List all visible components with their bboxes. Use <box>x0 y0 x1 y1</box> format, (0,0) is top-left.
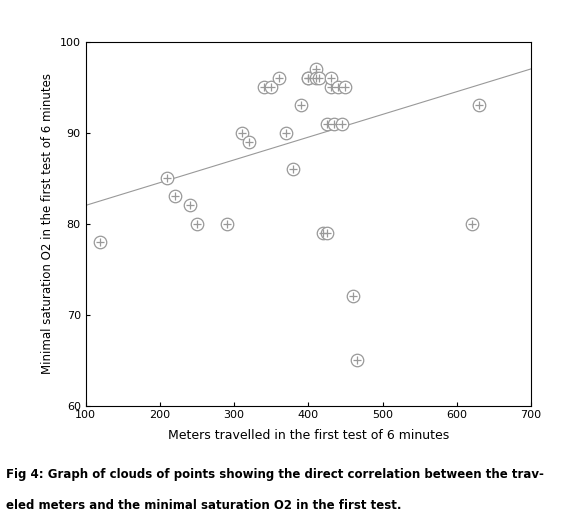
Y-axis label: Minimal saturation O2 in the first test of 6 minutes: Minimal saturation O2 in the first test … <box>41 73 54 374</box>
Text: Fig 4: Graph of clouds of points showing the direct correlation between the trav: Fig 4: Graph of clouds of points showing… <box>6 468 544 481</box>
Text: eled meters and the minimal saturation O2 in the first test.: eled meters and the minimal saturation O… <box>6 499 401 512</box>
X-axis label: Meters travelled in the first test of 6 minutes: Meters travelled in the first test of 6 … <box>168 429 449 442</box>
